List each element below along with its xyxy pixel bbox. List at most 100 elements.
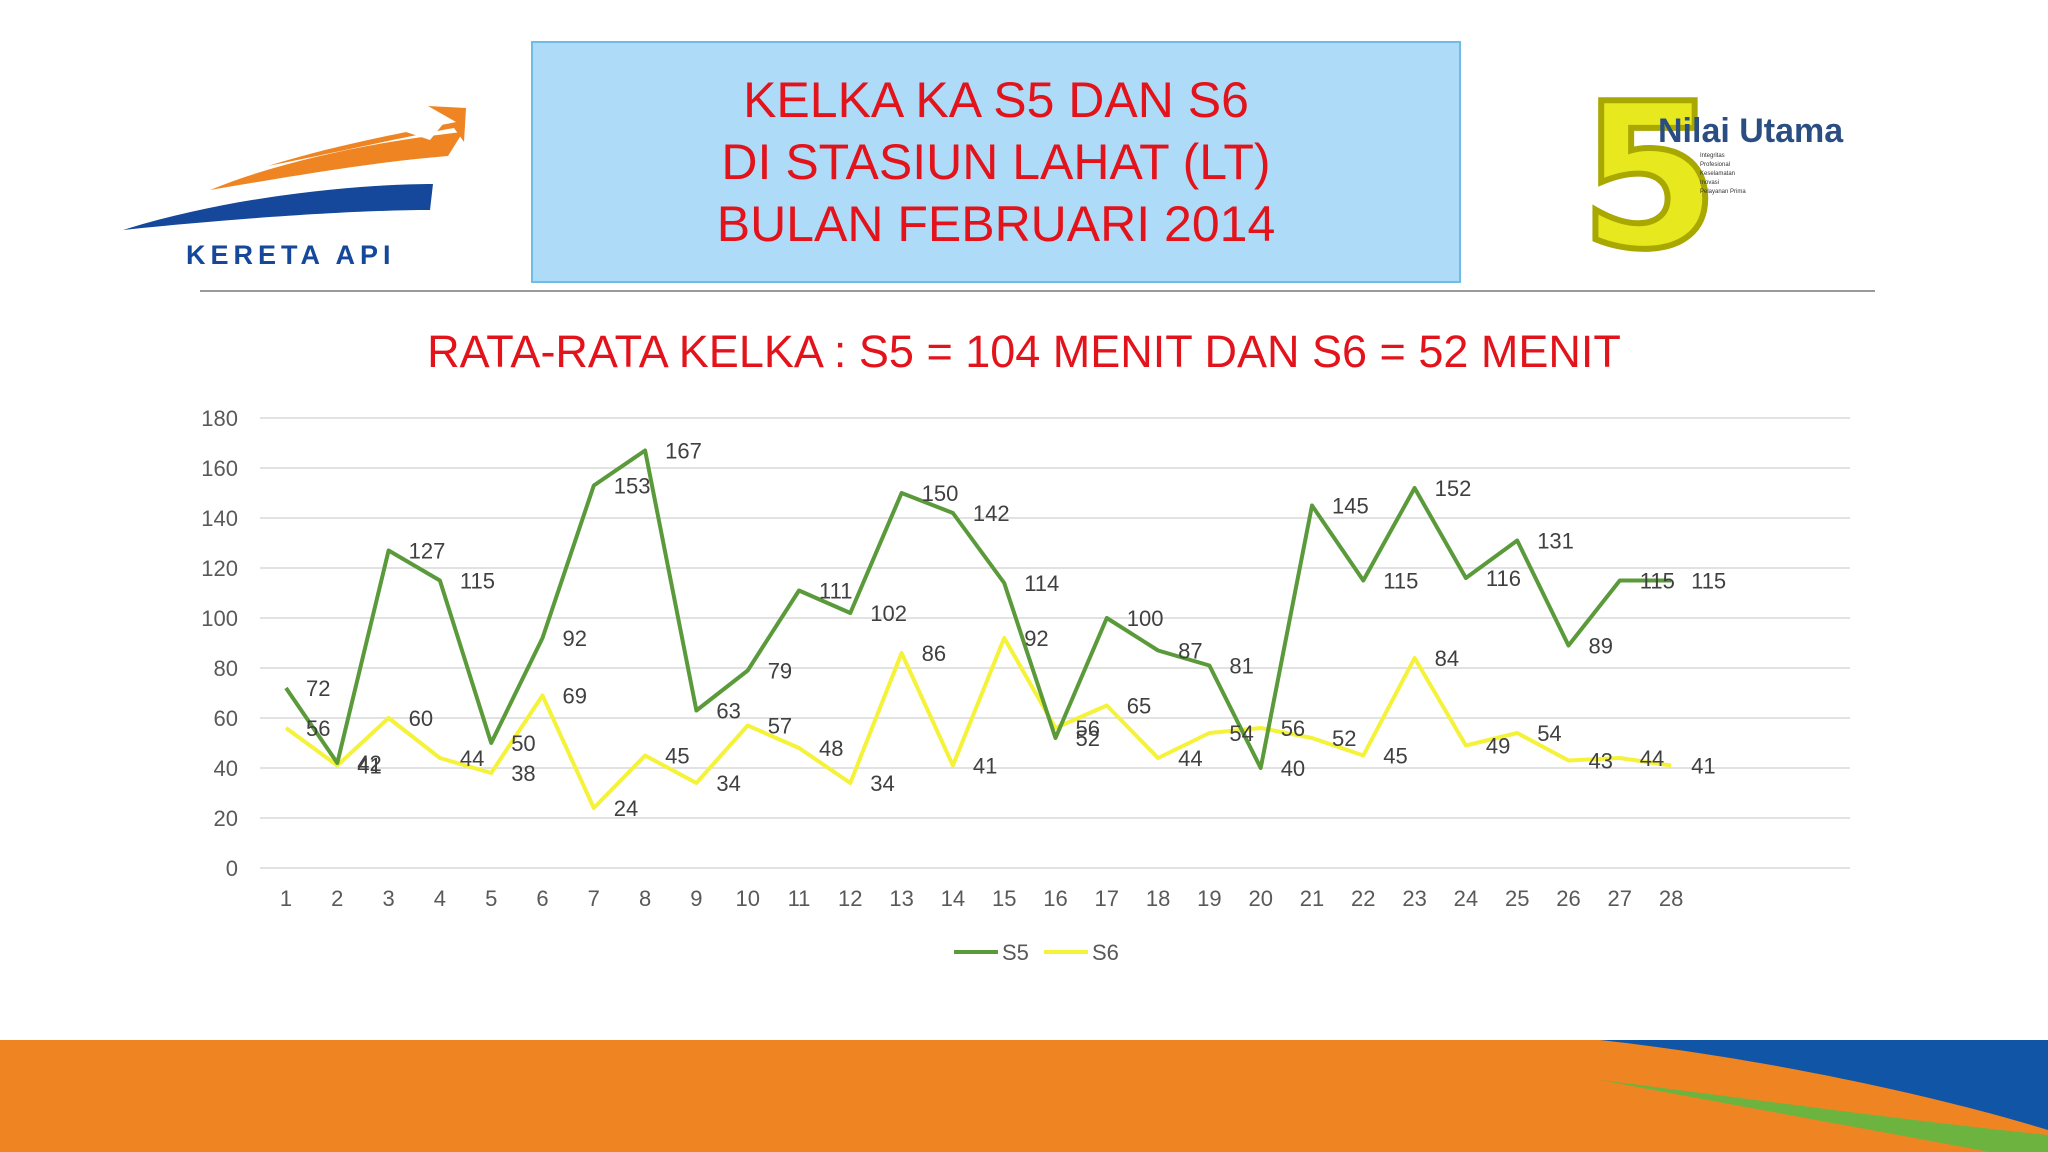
x-tick-label: 9 bbox=[690, 886, 702, 911]
data-label-s5: 114 bbox=[1024, 571, 1059, 596]
data-label-s5: 131 bbox=[1537, 529, 1574, 554]
data-label-s5: 167 bbox=[665, 439, 702, 464]
data-label-s6: 84 bbox=[1435, 646, 1459, 671]
data-label-s6: 86 bbox=[922, 641, 946, 666]
data-label-s6: 60 bbox=[409, 706, 433, 731]
data-label-s5: 92 bbox=[563, 626, 587, 651]
data-label-s5: 127 bbox=[409, 539, 446, 564]
data-label-s5: 79 bbox=[768, 659, 792, 684]
x-tick-label: 27 bbox=[1608, 886, 1632, 911]
data-label-s6: 44 bbox=[1178, 746, 1202, 771]
data-label-s6: 41 bbox=[973, 754, 997, 779]
kereta-api-logo-text: KERETA API bbox=[186, 240, 396, 270]
x-tick-label: 3 bbox=[382, 886, 394, 911]
data-label-s6: 24 bbox=[614, 796, 638, 821]
value-item: Inovasi bbox=[1700, 180, 1720, 186]
five-values-list: Integritas Profesional Keselamatan Inova… bbox=[1700, 152, 1746, 197]
y-tick-label: 160 bbox=[201, 456, 238, 481]
x-tick-label: 8 bbox=[639, 886, 651, 911]
data-label-s6: 45 bbox=[665, 744, 689, 769]
data-label-s6: 44 bbox=[460, 746, 484, 771]
chart-subtitle: RATA-RATA KELKA : S5 = 104 MENIT DAN S6 … bbox=[427, 326, 1621, 377]
data-label-s6: 69 bbox=[563, 684, 587, 709]
x-tick-label: 15 bbox=[992, 886, 1016, 911]
data-label-s5: 72 bbox=[306, 676, 330, 701]
legend-label-s6: S6 bbox=[1092, 940, 1119, 965]
title-line-2: DI STASIUN LAHAT (LT) bbox=[721, 134, 1271, 190]
data-label-s6: 57 bbox=[768, 714, 792, 739]
footer-band bbox=[0, 1040, 2048, 1152]
x-tick-label: 20 bbox=[1248, 886, 1272, 911]
value-item: Keselamatan bbox=[1700, 171, 1736, 177]
data-label-s6: 38 bbox=[511, 761, 535, 786]
x-tick-label: 14 bbox=[941, 886, 965, 911]
data-label-s5: 145 bbox=[1332, 494, 1369, 519]
value-item: Integritas bbox=[1700, 153, 1725, 159]
title-line-3: BULAN FEBRUARI 2014 bbox=[716, 196, 1276, 252]
data-label-s5: 150 bbox=[922, 481, 959, 506]
data-label-s6: 43 bbox=[1589, 749, 1613, 774]
data-label-s5: 115 bbox=[460, 569, 495, 594]
legend-label-s5: S5 bbox=[1002, 940, 1029, 965]
title-line-1: KELKA KA S5 DAN S6 bbox=[743, 72, 1249, 128]
x-tick-label: 18 bbox=[1146, 886, 1170, 911]
data-label-s5: 115 bbox=[1640, 569, 1675, 594]
y-tick-label: 0 bbox=[226, 856, 238, 881]
x-tick-label: 16 bbox=[1043, 886, 1067, 911]
data-label-s6: 34 bbox=[870, 771, 894, 796]
data-label-s6: 56 bbox=[1281, 716, 1305, 741]
data-label-s6: 34 bbox=[716, 771, 740, 796]
data-label-s5: 63 bbox=[716, 699, 740, 724]
kereta-api-logo bbox=[123, 106, 466, 230]
x-tick-label: 24 bbox=[1454, 886, 1478, 911]
y-tick-label: 180 bbox=[201, 406, 238, 431]
data-label-s6: 44 bbox=[1640, 746, 1664, 771]
series-line-s5 bbox=[284, 448, 1672, 770]
data-label-s6: 56 bbox=[306, 716, 330, 741]
x-tick-label: 19 bbox=[1197, 886, 1221, 911]
data-label-s6: 54 bbox=[1229, 721, 1253, 746]
value-item: Profesional bbox=[1700, 162, 1731, 168]
data-label-s5: 142 bbox=[973, 501, 1010, 526]
y-tick-label: 100 bbox=[201, 606, 238, 631]
y-tick-label: 40 bbox=[214, 756, 238, 781]
y-tick-label: 60 bbox=[214, 706, 238, 731]
data-label-s6: 56 bbox=[1076, 716, 1100, 741]
x-tick-label: 10 bbox=[735, 886, 759, 911]
five-values-number: 5 bbox=[1580, 78, 1719, 268]
x-tick-label: 4 bbox=[434, 886, 446, 911]
x-tick-label: 11 bbox=[788, 886, 811, 911]
data-label-s5: 40 bbox=[1281, 756, 1305, 781]
x-tick-label: 7 bbox=[588, 886, 600, 911]
x-tick-label: 23 bbox=[1402, 886, 1426, 911]
data-label-s6: 45 bbox=[1383, 744, 1407, 769]
data-label-s6: 92 bbox=[1024, 626, 1048, 651]
title-box: KELKA KA S5 DAN S6 DI STASIUN LAHAT (LT)… bbox=[531, 41, 1461, 283]
x-tick-label: 13 bbox=[889, 886, 913, 911]
x-tick-label: 17 bbox=[1095, 886, 1119, 911]
x-tick-label: 22 bbox=[1351, 886, 1375, 911]
data-label-s6: 48 bbox=[819, 736, 843, 761]
y-tick-label: 80 bbox=[214, 656, 238, 681]
data-label-s5: 115 bbox=[1691, 569, 1726, 594]
data-label-s5: 111 bbox=[819, 579, 852, 604]
data-label-s5: 102 bbox=[870, 601, 907, 626]
data-label-s5: 153 bbox=[614, 474, 651, 499]
data-label-s5: 81 bbox=[1229, 654, 1253, 679]
y-tick-label: 20 bbox=[214, 806, 238, 831]
x-tick-label: 26 bbox=[1556, 886, 1580, 911]
data-label-s5: 87 bbox=[1178, 639, 1202, 664]
data-label-s5: 52 bbox=[1076, 726, 1100, 751]
data-label-s6: 65 bbox=[1127, 694, 1151, 719]
x-tick-label: 21 bbox=[1300, 886, 1324, 911]
value-item: Pelayanan Prima bbox=[1700, 189, 1746, 195]
data-label-s6: 41 bbox=[357, 754, 381, 779]
data-label-s5: 116 bbox=[1486, 566, 1521, 591]
header-divider bbox=[200, 290, 1875, 292]
data-label-s6: 52 bbox=[1332, 726, 1356, 751]
x-tick-label: 25 bbox=[1505, 886, 1529, 911]
x-tick-label: 5 bbox=[485, 886, 497, 911]
data-label-s6: 49 bbox=[1486, 734, 1510, 759]
data-label-s6: 41 bbox=[1691, 754, 1715, 779]
